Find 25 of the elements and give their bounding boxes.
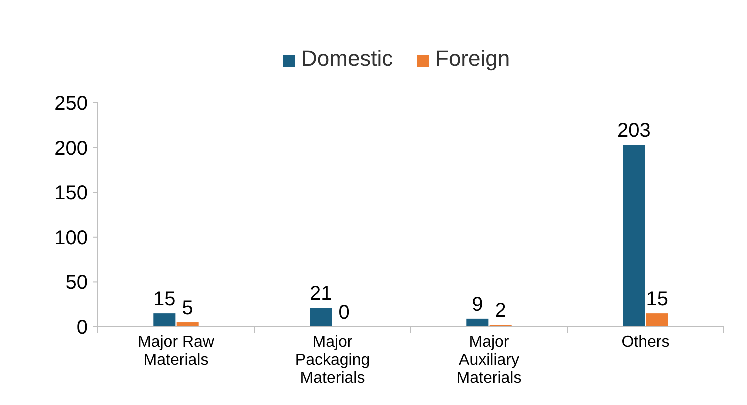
bar	[466, 318, 489, 327]
data-label: 203	[617, 120, 651, 142]
data-label: 15	[646, 288, 668, 311]
legend-label: Foreign	[436, 46, 510, 71]
data-label: 9	[472, 294, 484, 316]
data-label: 5	[182, 298, 194, 320]
bar	[623, 145, 646, 327]
bar	[154, 314, 176, 327]
data-label: 2	[495, 300, 506, 322]
x-tick-label: Others	[622, 334, 670, 351]
data-label: 0	[338, 302, 350, 324]
x-tick-label: Major Packaging Materials	[295, 334, 370, 387]
bar	[310, 308, 332, 327]
bar	[646, 314, 668, 327]
data-label: 21	[310, 283, 332, 306]
data-label: 15	[154, 288, 176, 311]
y-tick-label: 0	[76, 317, 88, 339]
y-tick-label: 100	[54, 227, 88, 250]
x-tick-label: Major Auxiliary Materials	[456, 334, 522, 387]
y-tick-label: 250	[54, 93, 88, 115]
legend-label: Domestic	[302, 46, 394, 71]
y-tick-label: 150	[54, 182, 88, 205]
x-tick-label: Major Raw Materials	[138, 334, 215, 369]
y-tick-label: 200	[54, 138, 88, 160]
y-tick-label: 50	[66, 272, 88, 294]
